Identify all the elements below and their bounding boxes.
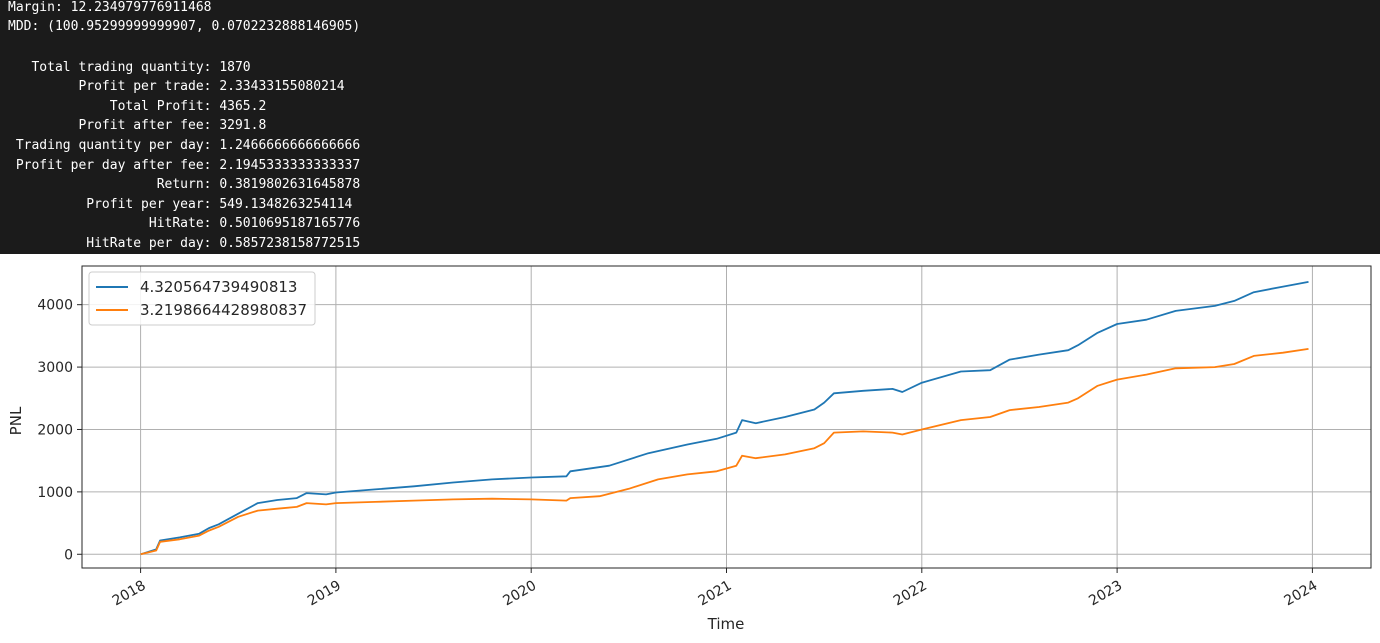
x-tick-label: 2018 — [110, 578, 149, 610]
mdd-line: MDD: (100.95299999999907, 0.070223288814… — [8, 19, 361, 34]
y-tick-label: 2000 — [37, 422, 73, 438]
series-lines — [140, 281, 1309, 556]
x-tick-label: 2020 — [500, 578, 539, 610]
legend-box — [88, 271, 316, 326]
y-tick-label: 4000 — [37, 298, 73, 314]
x-tick-label: 2024 — [1282, 578, 1321, 610]
profit-per-day-after-fee-line: Profit per day after fee: 2.194533333333… — [8, 158, 361, 173]
x-tick-label: 2023 — [1086, 578, 1125, 610]
legend: 4.320564739490813 3.2198664428980837 — [88, 271, 316, 326]
x-axis-ticks: 2018 2019 2020 2021 2022 2023 2024 — [110, 568, 1321, 610]
trading-quantity-per-day-line: Trading quantity per day: 1.246666666666… — [8, 138, 361, 153]
total-profit-line: Total Profit: 4365.2 — [8, 99, 267, 114]
series-line-2 — [140, 348, 1309, 556]
y-tick-label: 0 — [64, 547, 73, 563]
y-tick-label: 3000 — [37, 360, 73, 376]
x-tick-label: 2019 — [305, 578, 344, 610]
margin-line: Margin: 12.234979776911468 — [8, 0, 212, 15]
legend-label-series-2: 3.2198664428980837 — [140, 301, 307, 319]
return-line: Return: 0.3819802631645878 — [8, 177, 361, 192]
x-tick-label: 2022 — [891, 578, 930, 610]
y-axis-label: PNL — [7, 406, 25, 435]
y-axis-ticks: 0 1000 2000 3000 4000 — [37, 298, 82, 563]
profit-after-fee-line: Profit after fee: 3291.8 — [8, 118, 267, 133]
series-line-1 — [140, 281, 1309, 556]
console-output: Margin: 12.234979776911468 MDD: (100.952… — [0, 0, 1380, 254]
legend-label-series-1: 4.320564739490813 — [140, 278, 297, 296]
x-tick-label: 2021 — [696, 578, 735, 610]
hitrate-per-day-line: HitRate per day: 0.5857238158772515 — [8, 236, 361, 251]
y-tick-label: 1000 — [37, 485, 73, 501]
profit-per-trade-line: Profit per trade: 2.33433155080214 — [8, 79, 345, 94]
pnl-chart: 2018 2019 2020 2021 2022 2023 2024 0 1000 2000 30… — [7, 265, 1372, 633]
hitrate-line: HitRate: 0.5010695187165776 — [8, 216, 361, 231]
total-trading-quantity-line: Total trading quantity: 1870 — [8, 60, 251, 75]
x-axis-label: Time — [707, 615, 745, 633]
profit-per-year-line: Profit per year: 549.1348263254114 — [8, 197, 353, 212]
